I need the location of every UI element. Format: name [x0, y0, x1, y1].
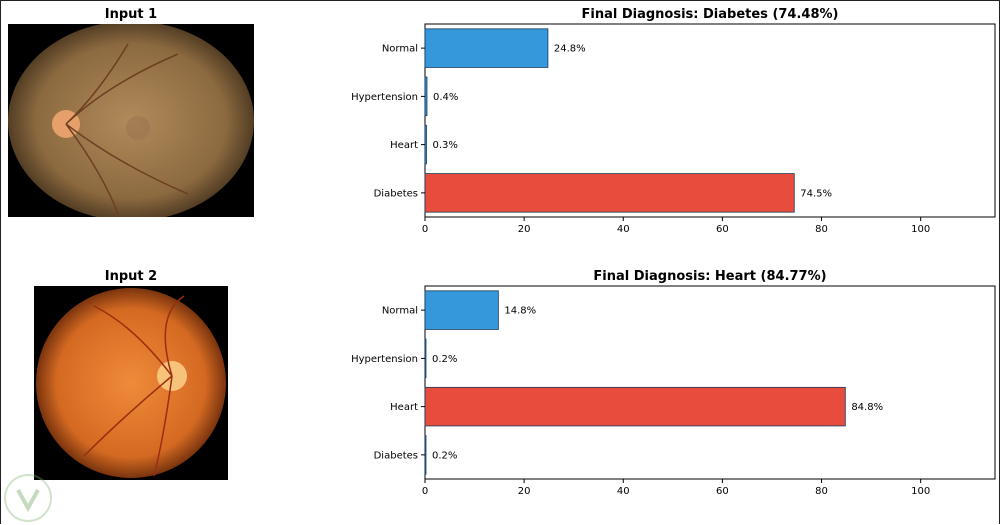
x-tick-label: 0 — [422, 224, 428, 235]
x-tick-label: 100 — [911, 224, 930, 235]
x-tick-label: 60 — [716, 224, 729, 235]
bar-heart — [424, 124, 427, 165]
bar-normal — [424, 28, 549, 68]
data-label-heart: 0.3% — [432, 140, 457, 151]
x-tick-label: 0 — [422, 486, 428, 497]
y-tick-label-diabetes: Diabetes — [374, 450, 418, 461]
bar-hypertension — [424, 76, 428, 117]
chart-1-title: Final Diagnosis: Diabetes (74.48%) — [581, 7, 839, 22]
x-tick-label: 20 — [518, 224, 531, 235]
chart-1-axes-frame — [424, 23, 996, 218]
bar-diabetes — [424, 173, 795, 213]
y-tick-label-normal: Normal — [382, 306, 418, 317]
y-tick-label-hypertension: Hypertension — [351, 354, 418, 365]
bar-heart — [424, 386, 846, 427]
bar-diabetes — [424, 435, 427, 475]
bar-hypertension — [424, 338, 427, 379]
input-1-title: Input 1 — [104, 7, 158, 22]
y-tick-label-normal: Normal — [382, 44, 418, 55]
watermark-logo-icon — [4, 474, 52, 522]
x-tick-label: 20 — [518, 486, 531, 497]
y-tick-label-diabetes: Diabetes — [374, 188, 418, 199]
data-label-diabetes: 74.5% — [800, 188, 832, 199]
x-tick-label: 40 — [617, 486, 630, 497]
x-tick-label: 60 — [716, 486, 729, 497]
y-tick-label-hypertension: Hypertension — [351, 92, 418, 103]
y-tick-label-heart: Heart — [390, 140, 418, 151]
chart-2-axes-frame — [424, 285, 996, 480]
x-tick-label: 100 — [911, 486, 930, 497]
bar-normal — [424, 290, 499, 330]
data-label-diabetes: 0.2% — [432, 450, 457, 461]
data-label-normal: 14.8% — [504, 306, 536, 317]
x-tick-label: 80 — [815, 224, 828, 235]
retina-image-2 — [34, 286, 228, 480]
data-label-hypertension: 0.2% — [432, 354, 457, 365]
data-label-normal: 24.8% — [554, 44, 586, 55]
x-tick-label: 40 — [617, 224, 630, 235]
retina-image-1 — [8, 24, 254, 217]
data-label-hypertension: 0.4% — [433, 92, 458, 103]
input-2-title: Input 2 — [104, 269, 158, 284]
data-label-heart: 84.8% — [851, 402, 883, 413]
x-tick-label: 80 — [815, 486, 828, 497]
chart-2-title: Final Diagnosis: Heart (84.77%) — [593, 269, 827, 284]
y-tick-label-heart: Heart — [390, 402, 418, 413]
